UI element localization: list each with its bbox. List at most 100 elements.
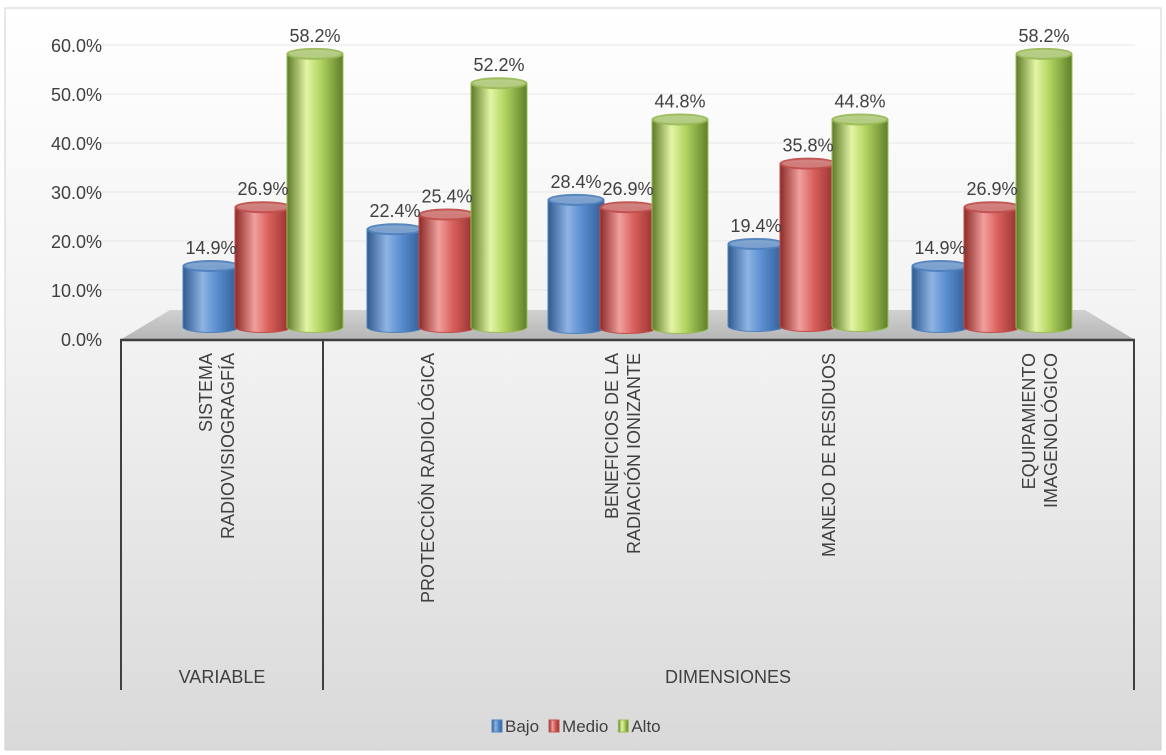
legend-label-alto: Alto	[631, 717, 660, 736]
legend-label-medio: Medio	[562, 717, 608, 736]
bar-body	[911, 265, 969, 333]
bar-top-highlight	[1018, 49, 1070, 58]
category-label-line: RADIOVISIOGRAGFÍA	[218, 353, 238, 539]
y-tick-label: 20.0%	[51, 232, 102, 252]
group-labels: VARIABLE DIMENSIONES	[179, 667, 791, 687]
bar-bajo	[366, 223, 424, 333]
y-axis-ticks: 0.0% 10.0% 20.0% 30.0% 40.0% 50.0% 60.0%	[51, 36, 102, 350]
bar-top-highlight	[966, 203, 1018, 212]
y-tick-label: 0.0%	[61, 330, 102, 350]
bar-bajo	[182, 259, 240, 333]
data-labels: 14.9% 22.4% 28.4% 19.4% 14.9% 26.9% 25.4% 26.9%…	[185, 26, 1069, 258]
data-label: 19.4%	[730, 216, 781, 236]
bar-body	[286, 53, 344, 333]
data-label: 44.8%	[834, 91, 885, 111]
bar-body	[470, 82, 528, 333]
category-label-line: IMAGENOLÓGICO	[1040, 353, 1061, 508]
bar-medio	[779, 157, 837, 332]
bar-bajo	[727, 237, 785, 332]
y-tick-label: 40.0%	[51, 134, 102, 154]
bar-body	[727, 243, 785, 332]
data-label: 26.9%	[602, 179, 653, 199]
data-label: 52.2%	[473, 55, 524, 75]
bar-body	[651, 118, 709, 334]
data-label: 44.8%	[654, 91, 705, 111]
bar-body	[963, 206, 1021, 333]
bar-top-highlight	[834, 115, 886, 124]
bar-top-highlight	[369, 225, 421, 234]
data-label: 14.9%	[185, 238, 236, 258]
y-tick-label: 10.0%	[51, 281, 102, 301]
bar-medio	[599, 201, 657, 334]
bar-body	[599, 206, 657, 334]
bar-medio	[418, 208, 476, 333]
bar-top	[470, 77, 528, 90]
bar-alto	[831, 113, 889, 332]
bar-top-highlight	[550, 195, 602, 204]
y-tick-label: 30.0%	[51, 183, 102, 203]
bar-top	[1015, 47, 1073, 60]
data-label: 26.9%	[966, 179, 1017, 199]
legend-swatch-alto	[617, 719, 629, 733]
bar-body	[366, 228, 424, 333]
bar-top-highlight	[602, 203, 654, 212]
bar-top	[547, 193, 605, 206]
bar-alto	[651, 113, 709, 334]
category-label: SISTEMA RADIOVISIOGRAGFÍA	[196, 353, 238, 539]
bar-body	[779, 163, 837, 332]
category-label: BENEFICIOS DE LA RADIACIÓN IONIZANTE	[602, 353, 644, 554]
bar-body	[234, 206, 292, 333]
category-label: EQUIPAMIENTO IMAGENOLÓGICO	[1019, 353, 1061, 508]
bar-bajo	[547, 193, 605, 334]
category-table	[120, 338, 1135, 690]
bar-top	[286, 47, 344, 60]
category-label-line: SISTEMA	[196, 353, 216, 432]
bar-body	[831, 118, 889, 332]
bar-alto	[470, 77, 528, 333]
legend-swatch-bajo	[491, 719, 503, 733]
data-label: 14.9%	[914, 238, 965, 258]
category-label-line: RADIACIÓN IONIZANTE	[623, 353, 644, 554]
bar-body	[547, 199, 605, 334]
bar-medio	[963, 201, 1021, 333]
data-label: 28.4%	[550, 172, 601, 192]
bar-top-highlight	[654, 115, 706, 124]
bar-top	[831, 113, 889, 126]
bar-body	[418, 214, 476, 333]
chart-background	[4, 7, 1162, 751]
y-tick-label: 60.0%	[51, 36, 102, 56]
bar-top-highlight	[185, 261, 237, 270]
bar-top-highlight	[914, 261, 966, 270]
bar-top-highlight	[289, 49, 341, 58]
data-label: 22.4%	[369, 201, 420, 221]
bars	[182, 47, 1073, 334]
data-label: 58.2%	[1018, 26, 1069, 46]
bar-medio	[234, 201, 292, 333]
category-label: MANEJO DE RESIDUOS	[819, 353, 839, 557]
category-labels: SISTEMA RADIOVISIOGRAGFÍA PROTECCIÓN RADIO…	[196, 353, 1061, 603]
bar-alto	[1015, 47, 1073, 333]
bar-top-highlight	[782, 159, 834, 168]
y-tick-label: 50.0%	[51, 85, 102, 105]
data-label: 58.2%	[289, 26, 340, 46]
group-label-dimensions: DIMENSIONES	[665, 667, 791, 687]
legend: Bajo Medio Alto	[491, 717, 661, 736]
category-label-line: EQUIPAMIENTO	[1019, 353, 1039, 489]
bar-bajo	[911, 259, 969, 333]
bar-top-highlight	[730, 239, 782, 248]
bar-alto	[286, 47, 344, 333]
bar-top-highlight	[473, 79, 525, 88]
group-label-variable: VARIABLE	[179, 667, 266, 687]
bar-body	[182, 265, 240, 333]
bar-body	[1015, 53, 1073, 333]
bar-top-highlight	[421, 210, 473, 219]
data-label: 35.8%	[782, 136, 833, 156]
bar-top-highlight	[237, 203, 289, 212]
category-label-line: BENEFICIOS DE LA	[602, 353, 622, 519]
bar-top	[651, 113, 709, 126]
legend-swatch-medio	[548, 719, 560, 733]
data-label: 26.9%	[237, 179, 288, 199]
data-label: 25.4%	[421, 187, 472, 207]
legend-label-bajo: Bajo	[505, 717, 539, 736]
